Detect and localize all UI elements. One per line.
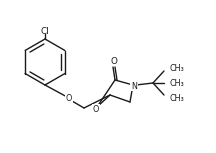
Text: CH₃: CH₃ [170,63,185,73]
Text: O: O [93,104,99,114]
Text: O: O [66,93,72,103]
Text: N: N [131,82,137,91]
Text: Cl: Cl [41,26,49,35]
Text: O: O [111,56,118,65]
Text: CH₃: CH₃ [170,78,185,88]
Text: CH₃: CH₃ [170,93,185,103]
